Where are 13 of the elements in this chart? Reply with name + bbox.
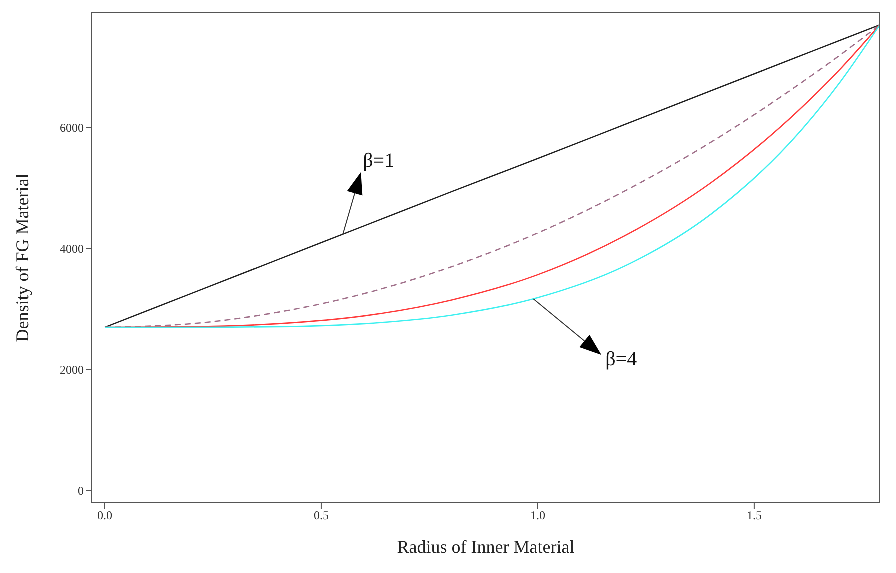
annotation: β=1 (363, 150, 395, 172)
x-tick-label: 0.5 (314, 508, 329, 523)
x-tick-label: 1.5 (746, 508, 762, 523)
line-series (104, 24, 880, 328)
annotation: β=4 (606, 348, 638, 371)
y-tick-label: 6000 (60, 121, 84, 136)
y-tick-label: 2000 (60, 363, 84, 378)
y-tick-label: 0 (78, 484, 84, 498)
x-axis-title: Radius of Inner Material (397, 537, 575, 557)
x-tick-label: 1.0 (530, 508, 546, 523)
y-tick-label: 4000 (60, 242, 84, 256)
x-tick-label: 0.0 (97, 508, 112, 523)
y-axis-title: Density of FG Material (12, 174, 32, 342)
